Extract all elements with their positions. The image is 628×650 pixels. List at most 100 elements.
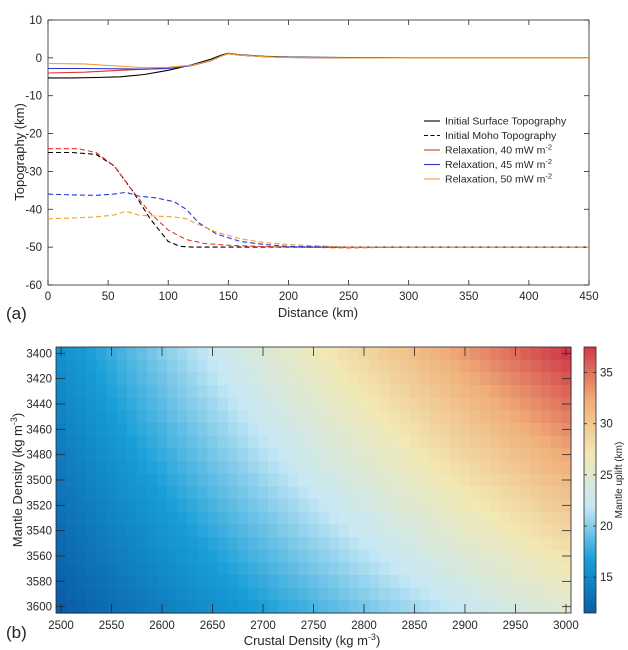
heatmap-cell: [66, 461, 77, 475]
heatmap-cell: [449, 448, 461, 462]
heatmap-cell: [96, 587, 108, 601]
heatmap-cell: [197, 448, 209, 462]
heatmap-cell: [530, 524, 542, 538]
heatmap-cell: [177, 410, 188, 424]
heatmap-cell: [308, 499, 320, 513]
heatmap-cell: [419, 486, 431, 500]
heatmap-cell: [106, 435, 118, 449]
heatmap-cell: [116, 511, 128, 525]
heatmap-cell: [459, 575, 471, 589]
heatmap-cell: [318, 347, 330, 361]
heatmap-cell: [257, 461, 269, 475]
legend-entry: Relaxation, 40 mW m-2: [445, 143, 552, 157]
heatmap-cell: [126, 359, 138, 373]
heatmap-cell: [318, 600, 330, 614]
heatmap-cell: [106, 397, 118, 411]
heatmap-cell: [328, 549, 340, 563]
heatmap-cell: [167, 347, 178, 361]
heatmap-cell: [126, 486, 138, 500]
heatmap-cell: [187, 575, 198, 589]
heatmap-cell: [96, 385, 108, 399]
heatmap-cell: [520, 473, 532, 487]
heatmap-cell: [187, 410, 198, 424]
heatmap-cell: [439, 410, 451, 424]
heatmap-cell: [348, 423, 360, 437]
y-tick-label-a: -60: [25, 280, 42, 292]
heatmap-cell: [520, 423, 532, 437]
heatmap-cell: [439, 499, 451, 513]
heatmap-cell: [116, 397, 128, 411]
heatmap-cell: [197, 385, 209, 399]
heatmap-cell: [459, 448, 471, 462]
colorbar-tick-label: 15: [600, 572, 613, 584]
heatmap-cell: [177, 385, 188, 399]
heatmap-cell: [449, 499, 461, 513]
heatmap-cell: [96, 410, 108, 424]
heatmap-cell: [298, 511, 310, 525]
heatmap-cell: [56, 587, 67, 601]
y-axis-label-a: Topography (km): [12, 103, 27, 201]
heatmap-cell: [136, 575, 148, 589]
heatmap-cell: [550, 524, 562, 538]
heatmap-cell: [247, 575, 259, 589]
x-tick-label-b: 2650: [200, 620, 226, 632]
heatmap-cell: [116, 587, 128, 601]
heatmap-cell: [459, 461, 471, 475]
heatmap-cell: [308, 562, 320, 576]
heatmap-cell: [480, 524, 491, 538]
heatmap-cell: [86, 511, 97, 525]
heatmap-cell: [348, 562, 360, 576]
heatmap-cell: [86, 562, 97, 576]
heatmap-cell: [530, 562, 542, 576]
heatmap-cell: [288, 448, 299, 462]
heatmap-cell: [146, 524, 158, 538]
heatmap-cell: [207, 562, 219, 576]
heatmap-cell: [298, 587, 310, 601]
heatmap-cell: [470, 372, 481, 386]
heatmap-cell: [298, 410, 310, 424]
heatmap-cell: [500, 575, 512, 589]
heatmap-cell: [358, 562, 370, 576]
heatmap-cell: [177, 435, 188, 449]
heatmap-cell: [318, 461, 330, 475]
heatmap-cell: [379, 537, 390, 551]
heatmap-cell: [187, 385, 198, 399]
heatmap-cell: [470, 499, 481, 513]
heatmap-cell: [56, 537, 67, 551]
heatmap-cell: [308, 410, 320, 424]
heatmap-cell: [560, 511, 572, 525]
heatmap-cell: [439, 347, 451, 361]
heatmap-cell: [237, 461, 249, 475]
heatmap-cell: [156, 499, 168, 513]
y-tick-label-a: -30: [25, 166, 42, 178]
heatmap-cell: [76, 600, 87, 614]
heatmap-cell: [96, 359, 108, 373]
heatmap-cell: [116, 448, 128, 462]
heatmap-cell: [217, 385, 229, 399]
heatmap-cell: [257, 435, 269, 449]
heatmap-cell: [247, 511, 259, 525]
heatmap-cell: [247, 461, 259, 475]
y-tick-label-b: 3540: [26, 526, 52, 538]
heatmap-cell: [449, 435, 461, 449]
y-tick-label-b: 3440: [26, 399, 52, 411]
heatmap-cell: [389, 575, 400, 589]
heatmap-cell: [550, 347, 562, 361]
heatmap-cell: [217, 537, 229, 551]
heatmap-cell: [207, 385, 219, 399]
heatmap-cell: [136, 587, 148, 601]
heatmap-cell: [328, 448, 340, 462]
heatmap-panel-b: 2500 2550 2600 2650 2700 2750 2800 2850 2900 2950…: [6, 346, 625, 648]
heatmap-cell: [540, 549, 552, 563]
heatmap-cell: [187, 499, 198, 513]
heatmap-cell: [278, 575, 289, 589]
heatmap-cell: [278, 537, 289, 551]
legend-entry: Relaxation, 50 mW m-2: [445, 172, 552, 186]
heatmap-cell: [470, 461, 481, 475]
heatmap-cell: [187, 473, 198, 487]
heatmap-cell: [449, 372, 461, 386]
heatmap-cell: [167, 410, 178, 424]
heatmap-cell: [278, 549, 289, 563]
heatmap-cell: [470, 385, 481, 399]
heatmap-cell: [530, 410, 542, 424]
